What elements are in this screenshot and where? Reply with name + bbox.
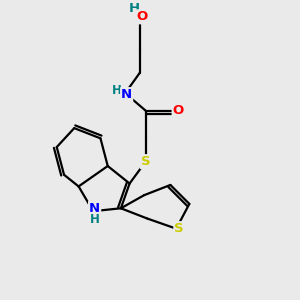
Text: O: O (136, 10, 148, 23)
Text: H: H (129, 2, 140, 15)
Text: N: N (89, 202, 100, 215)
Text: O: O (172, 104, 184, 117)
Text: H: H (90, 213, 100, 226)
Text: N: N (121, 88, 132, 101)
Text: S: S (174, 222, 184, 235)
Text: S: S (141, 155, 150, 168)
Text: H: H (112, 84, 122, 97)
